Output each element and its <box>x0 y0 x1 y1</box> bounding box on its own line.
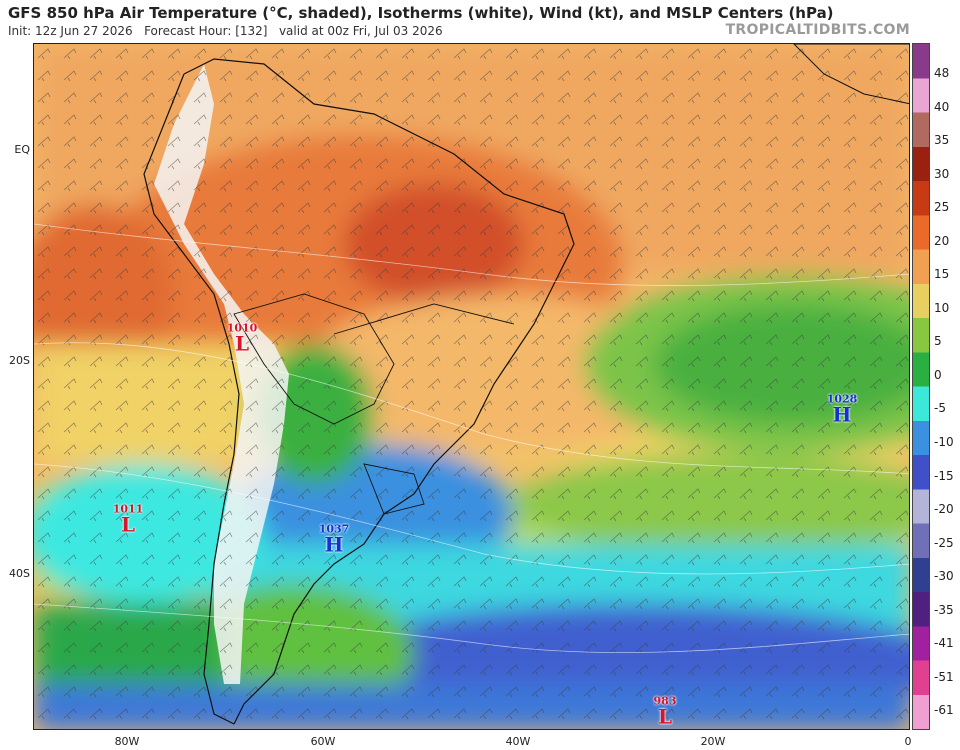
forecast-hour: Forecast Hour: [132] <box>144 24 268 38</box>
wind-barbs <box>34 44 909 729</box>
colorbar-label: 20 <box>934 233 950 248</box>
lat-label: 20S <box>9 354 30 367</box>
coastline-west <box>143 73 240 725</box>
colorbar-label: 30 <box>934 166 950 181</box>
colorbar-label: -35 <box>934 602 954 617</box>
pressure-center-low: 983 L <box>653 694 677 729</box>
isotherm <box>34 342 909 475</box>
pressure-center-high: 1028 H <box>826 392 858 427</box>
isotherm <box>34 463 909 575</box>
colorbar-label: 5 <box>934 334 942 349</box>
lon-label: 20W <box>700 735 726 748</box>
colorbar-label: -10 <box>934 434 954 449</box>
pressure-center-low: 1011 L <box>112 502 144 537</box>
colorbar-label: -15 <box>934 468 954 483</box>
colorbar-label: -51 <box>934 669 954 684</box>
lon-label: 60W <box>310 735 336 748</box>
colorbar-label: 25 <box>934 200 950 215</box>
isotherm <box>34 603 909 653</box>
colorbar-label: -41 <box>934 636 954 651</box>
colorbar-label: -5 <box>934 401 946 416</box>
lon-label: 80W <box>114 735 140 748</box>
map-canvas <box>34 44 909 729</box>
isotherm <box>34 223 909 286</box>
colorbar-label: 40 <box>934 99 950 114</box>
colorbar-label: 10 <box>934 300 950 315</box>
colorbar-label: 48 <box>934 66 950 80</box>
colorbar-label: -20 <box>934 502 954 517</box>
pressure-center-high: 1037 H <box>318 522 350 557</box>
colorbar-label: -30 <box>934 569 954 584</box>
temperature-map <box>33 43 910 730</box>
pressure-center-low: 1010 L <box>226 321 258 356</box>
brand-watermark: TROPICALTIDBITS.COM <box>725 22 910 38</box>
colorbar-label: 15 <box>934 267 950 282</box>
colorbar-label: -25 <box>934 535 954 550</box>
colorbar-label: -61 <box>934 703 954 718</box>
colorbar-label: 0 <box>934 367 942 382</box>
colorbar <box>912 43 930 730</box>
country-borders <box>233 293 515 515</box>
lat-label: 40S <box>9 567 30 580</box>
coastline-east <box>183 58 575 725</box>
coastline-africa <box>793 44 909 105</box>
lon-label: 0 <box>904 735 912 748</box>
lat-label: EQ <box>14 143 30 156</box>
lon-label: 40W <box>505 735 531 748</box>
map-subtitle: Init: 12z Jun 27 2026 Forecast Hour: [13… <box>8 24 443 38</box>
colorbar-label: 35 <box>934 133 950 148</box>
valid-time: valid at 00z Fri, Jul 03 2026 <box>278 24 443 38</box>
map-title: GFS 850 hPa Air Temperature (°C, shaded)… <box>8 4 834 22</box>
init-time: Init: 12z Jun 27 2026 <box>8 24 133 38</box>
